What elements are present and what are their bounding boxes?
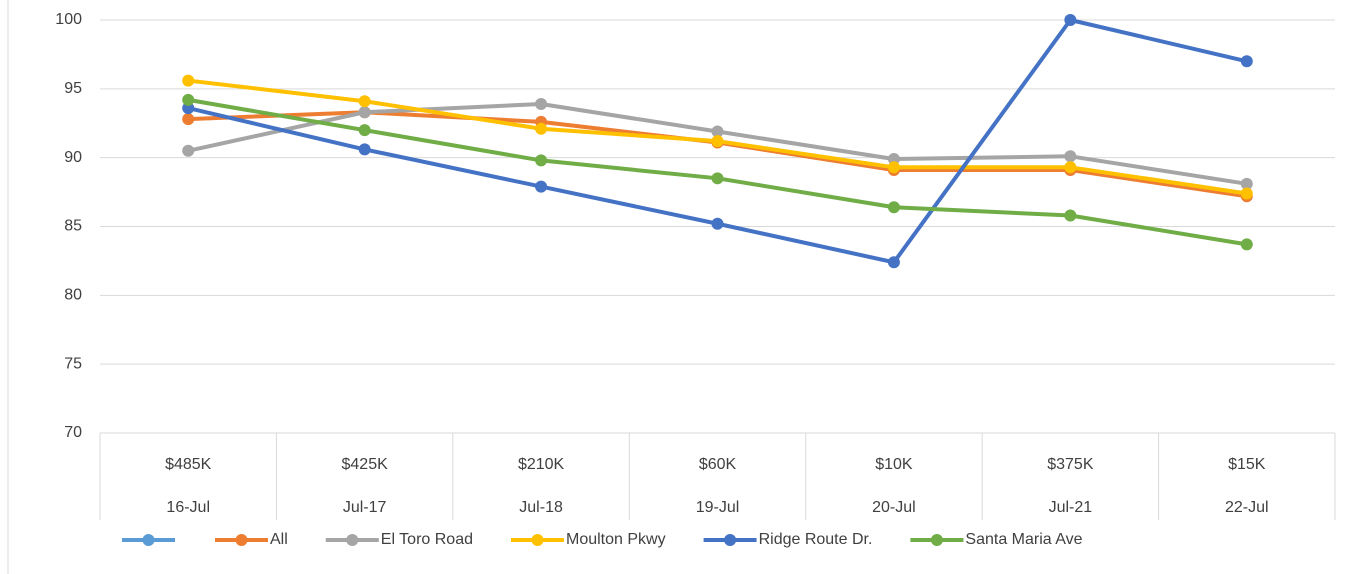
y-tick-label: 75 bbox=[64, 355, 82, 372]
x-tick-label: Jul-17 bbox=[343, 499, 387, 516]
data-point bbox=[711, 135, 724, 148]
legend-label: All bbox=[270, 531, 288, 548]
data-point bbox=[358, 124, 371, 137]
data-point bbox=[182, 102, 195, 115]
legend-label: El Toro Road bbox=[381, 531, 473, 548]
data-point bbox=[182, 144, 195, 157]
legend-marker bbox=[930, 534, 943, 546]
y-tick-label: 95 bbox=[64, 80, 82, 97]
x-tick-label: Jul-21 bbox=[1049, 499, 1093, 516]
y-tick-label: 80 bbox=[64, 287, 82, 304]
x-tick-label: 20-Jul bbox=[872, 499, 916, 516]
x-tick-label: 19-Jul bbox=[696, 499, 740, 516]
data-point bbox=[711, 172, 724, 185]
data-point bbox=[887, 153, 900, 166]
x-group-label: $375K bbox=[1047, 456, 1094, 473]
legend-marker bbox=[531, 534, 544, 546]
data-point bbox=[535, 180, 548, 193]
data-point bbox=[887, 256, 900, 269]
x-group-label: $10K bbox=[875, 456, 913, 473]
x-group-label: $15K bbox=[1228, 456, 1266, 473]
data-point bbox=[358, 143, 371, 156]
x-tick-label: 16-Jul bbox=[166, 499, 210, 516]
data-point bbox=[358, 106, 371, 119]
legend-label: Santa Maria Ave bbox=[965, 531, 1082, 548]
x-group-label: $485K bbox=[165, 456, 212, 473]
data-point bbox=[887, 161, 900, 174]
data-point bbox=[1064, 14, 1077, 26]
data-point bbox=[711, 125, 724, 138]
data-point bbox=[1064, 150, 1077, 163]
y-tick-label: 100 bbox=[55, 11, 82, 28]
y-tick-label: 85 bbox=[64, 218, 82, 235]
data-point bbox=[358, 95, 371, 108]
data-point bbox=[1240, 238, 1253, 251]
x-tick-label: 22-Jul bbox=[1225, 499, 1269, 516]
data-point bbox=[535, 154, 548, 167]
data-point bbox=[1064, 161, 1077, 174]
legend-marker bbox=[142, 534, 155, 546]
data-point bbox=[1240, 55, 1253, 68]
data-point bbox=[711, 217, 724, 230]
data-point bbox=[182, 74, 195, 87]
data-point bbox=[182, 113, 195, 126]
data-point bbox=[1064, 209, 1077, 222]
legend-marker bbox=[235, 534, 248, 546]
legend-marker bbox=[346, 534, 359, 546]
data-point bbox=[1240, 187, 1253, 200]
x-group-label: $60K bbox=[699, 456, 737, 473]
data-point bbox=[182, 93, 195, 106]
legend-label: Ridge Route Dr. bbox=[759, 531, 873, 548]
data-point bbox=[535, 97, 548, 110]
x-group-label: $425K bbox=[342, 456, 389, 473]
x-group-label: $210K bbox=[518, 456, 565, 473]
legend-marker bbox=[724, 534, 737, 546]
legend-label: Moulton Pkwy bbox=[566, 531, 666, 548]
data-point bbox=[535, 122, 548, 135]
data-point bbox=[887, 201, 900, 214]
y-tick-label: 90 bbox=[64, 149, 82, 166]
x-tick-label: Jul-18 bbox=[519, 499, 563, 516]
data-point bbox=[1240, 177, 1253, 190]
y-tick-label: 70 bbox=[64, 424, 82, 441]
